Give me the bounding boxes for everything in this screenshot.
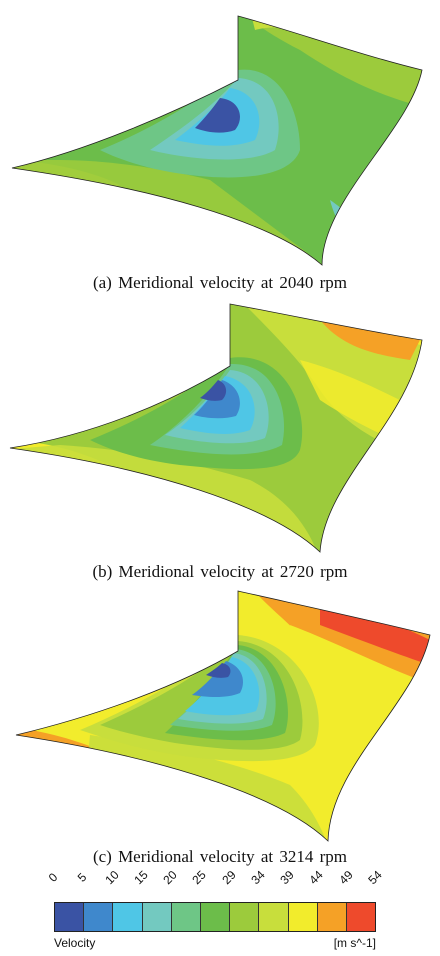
panel-caption-c: (c) Meridional velocity at 3214 rpm [92, 847, 348, 866]
legend-colorbar [54, 902, 376, 932]
legend-swatch [230, 903, 260, 931]
legend-title: Velocity [54, 936, 96, 950]
legend-swatch [200, 903, 231, 931]
contour-panel-b: (b) Meridional velocity at 2720 rpm [0, 300, 440, 590]
contour-plot-c [15, 590, 431, 842]
panel-caption-a: (a) Meridional velocity at 2040 rpm [92, 273, 348, 292]
legend-swatch [55, 903, 85, 931]
panel-caption-b: (b) Meridional velocity at 2720 rpm [92, 562, 348, 581]
legend-swatch [84, 903, 114, 931]
legend-swatch [346, 903, 376, 931]
legend-swatch [259, 903, 289, 931]
legend-swatch [142, 903, 172, 931]
legend-unit: [m s^-1] [333, 936, 376, 950]
contour-panel-c: (c) Meridional velocity at 3214 rpm [0, 585, 440, 875]
contour-panel-a: (a) Meridional velocity at 2040 rpm [0, 10, 440, 310]
contour-plot-b [9, 303, 423, 553]
legend-swatch [113, 903, 143, 931]
legend-swatch [288, 903, 318, 931]
legend-swatch [317, 903, 347, 931]
contour-plot-a [11, 15, 423, 266]
legend-swatch [171, 903, 201, 931]
velocity-legend: 0 5 10 15 20 25 29 34 39 44 49 54 Velocity [m s^-1] [0, 868, 440, 956]
